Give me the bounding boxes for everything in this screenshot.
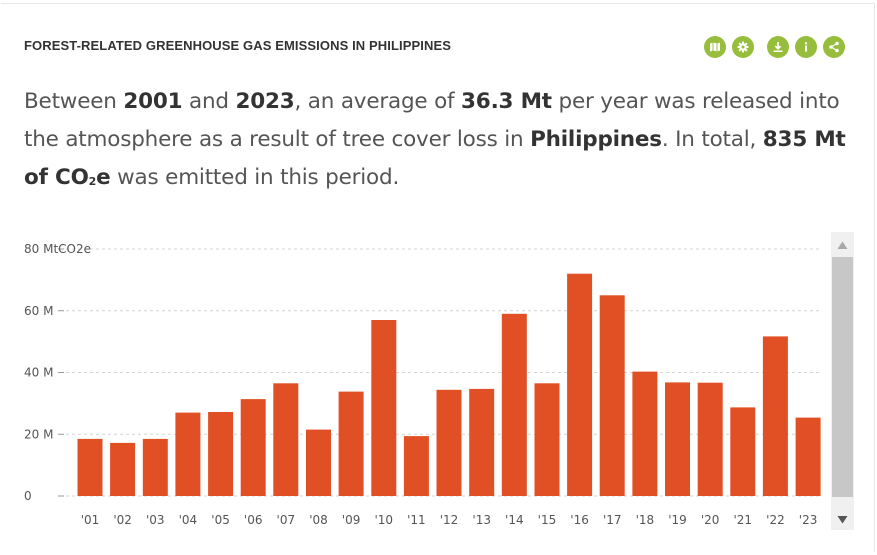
share-icon (829, 41, 839, 53)
x-tick-label: '03 (146, 513, 165, 527)
x-tick-label: '07 (277, 513, 296, 527)
x-tick-label: '13 (472, 513, 491, 527)
bar-21[interactable] (730, 407, 756, 496)
x-tick-label: '01 (81, 513, 100, 527)
start-year: 2001 (123, 89, 183, 114)
scrollbar-thumb[interactable] (832, 257, 853, 497)
map-icon (710, 42, 720, 52)
country-name: Philippines (530, 127, 662, 152)
widget-title: FOREST-RELATED GREENHOUSE GAS EMISSIONS … (24, 38, 451, 53)
total-emissions: 835 Mt of CO2e (24, 127, 846, 190)
bar-12[interactable] (436, 389, 462, 496)
download-icon (773, 42, 783, 52)
bar-23[interactable] (795, 417, 821, 496)
x-tick-label: '16 (570, 513, 589, 527)
scroll-up-arrow-icon[interactable] (837, 241, 848, 250)
y-tick-label: 0 (24, 489, 32, 503)
x-tick-label: '15 (538, 513, 557, 527)
x-tick-label: '23 (799, 513, 818, 527)
bar-04[interactable] (175, 412, 201, 496)
bar-02[interactable] (110, 442, 136, 496)
bar-09[interactable] (338, 391, 364, 496)
x-tick-label: '22 (766, 513, 785, 527)
x-tick-label: '14 (505, 513, 524, 527)
download-button[interactable] (767, 36, 789, 58)
x-tick-label: '18 (636, 513, 655, 527)
y-tick-label: 20 M (24, 427, 53, 441)
bar-03[interactable] (142, 438, 168, 496)
settings-button[interactable] (732, 36, 754, 58)
bar-08[interactable] (306, 429, 331, 496)
x-tick-label: '08 (309, 513, 328, 527)
bar-13[interactable] (469, 388, 495, 496)
x-tick-label: '19 (668, 513, 687, 527)
x-tick-label: '10 (374, 513, 393, 527)
x-tick-label: '04 (179, 513, 198, 527)
widget-toolbar (704, 36, 851, 58)
bar-10[interactable] (371, 320, 397, 496)
info-icon (804, 42, 808, 52)
bar-15[interactable] (534, 383, 560, 496)
bar-16[interactable] (567, 273, 593, 496)
y-tick-label: 60 M (24, 304, 53, 318)
bar-22[interactable] (762, 336, 788, 496)
bar-19[interactable] (665, 382, 690, 496)
y-axis-labels: 0 20 M 40 M 60 M 80 MtCO2e (24, 242, 91, 503)
bar-11[interactable] (403, 436, 429, 496)
summary-text: Between 2001 and 2023, an average of 36.… (24, 89, 846, 190)
bar-05[interactable] (208, 412, 234, 496)
share-button[interactable] (823, 36, 845, 58)
end-year: 2023 (235, 89, 295, 114)
x-tick-label: '20 (701, 513, 720, 527)
bar-18[interactable] (632, 371, 658, 496)
bar-20[interactable] (697, 382, 723, 496)
x-tick-label: '21 (734, 513, 753, 527)
x-tick-label: '12 (440, 513, 459, 527)
x-tick-label: '05 (211, 513, 230, 527)
chart-scrollbar[interactable] (831, 232, 854, 530)
widget-card (1, 3, 875, 552)
x-tick-label: '11 (407, 513, 426, 527)
bar-17[interactable] (599, 295, 625, 496)
gear-icon (737, 41, 749, 53)
bar-01[interactable] (77, 438, 103, 496)
x-tick-label: '09 (342, 513, 361, 527)
bar-07[interactable] (273, 383, 299, 496)
bars (77, 273, 821, 496)
y-tick-label: 40 M (24, 366, 53, 380)
x-axis-labels: '01 '02 '03 '04 '05 '06 '07 '08 '09 '10 '11 '12 '13 '… (81, 513, 818, 527)
info-button[interactable] (795, 36, 817, 58)
bar-06[interactable] (240, 399, 266, 496)
x-tick-label: '06 (244, 513, 263, 527)
x-tick-label: '17 (603, 513, 622, 527)
average-emissions: 36.3 Mt (461, 89, 552, 114)
y-tick-label: 80 MtCO2e (24, 242, 91, 256)
bar-14[interactable] (501, 313, 527, 496)
scroll-down-arrow-icon[interactable] (837, 516, 848, 524)
x-tick-label: '02 (113, 513, 132, 527)
map-button[interactable] (704, 36, 726, 58)
